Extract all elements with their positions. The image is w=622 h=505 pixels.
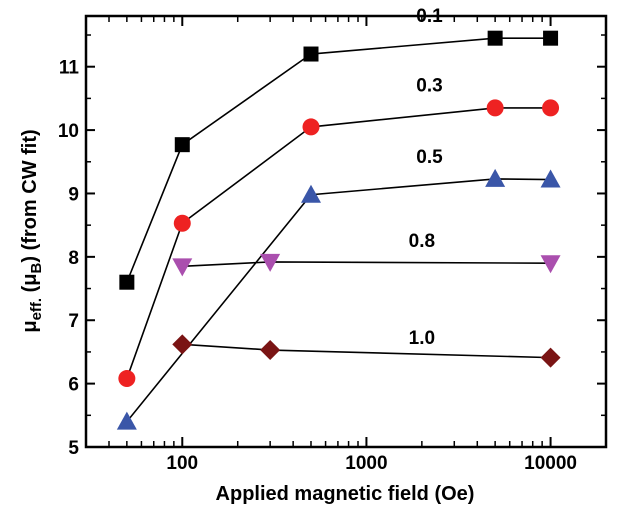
series-line bbox=[182, 261, 551, 268]
data-point bbox=[174, 137, 190, 153]
series-label: 0.8 bbox=[409, 231, 435, 252]
y-tick-label: 6 bbox=[68, 375, 79, 396]
series-0.5: 0.5 bbox=[116, 147, 561, 430]
series-line bbox=[126, 178, 551, 423]
y-axis-title: μeff. (μB) (from CW fit) bbox=[19, 129, 45, 332]
plot-frame bbox=[84, 14, 608, 449]
series-layer: 0.1 0.3 0.5 0.8 1.0 bbox=[116, 6, 561, 430]
data-point bbox=[487, 30, 503, 46]
y-tick-label: 7 bbox=[68, 311, 79, 332]
data-point bbox=[540, 169, 561, 188]
data-point bbox=[542, 99, 560, 117]
x-tick-label: 10000 bbox=[524, 453, 577, 474]
y-tick-label: 9 bbox=[68, 184, 79, 205]
data-point bbox=[173, 214, 191, 232]
data-point bbox=[172, 258, 193, 277]
data-point bbox=[300, 184, 321, 203]
series-line bbox=[126, 107, 551, 379]
data-point bbox=[118, 370, 136, 388]
data-point bbox=[260, 253, 281, 272]
series-label: 0.1 bbox=[416, 6, 443, 27]
series-label: 0.5 bbox=[416, 147, 443, 168]
y-tick-label: 10 bbox=[58, 121, 79, 142]
y-tick-label: 5 bbox=[68, 438, 79, 459]
series-line bbox=[182, 343, 551, 359]
series-label: 0.3 bbox=[416, 76, 442, 97]
data-point bbox=[485, 168, 506, 187]
series-label: 1.0 bbox=[409, 328, 435, 349]
y-tick-label: 11 bbox=[59, 58, 80, 79]
data-point bbox=[540, 255, 561, 274]
data-point bbox=[543, 30, 559, 46]
series-1.0: 1.0 bbox=[172, 328, 561, 368]
series-line bbox=[126, 37, 551, 283]
x-axis-title: Applied magnetic field (Oe) bbox=[216, 483, 475, 505]
data-point bbox=[302, 118, 320, 136]
data-point bbox=[116, 411, 137, 430]
data-point bbox=[540, 347, 561, 368]
data-point bbox=[172, 334, 193, 355]
data-point bbox=[486, 99, 504, 117]
y-tick-label: 8 bbox=[68, 248, 79, 269]
series-0.3: 0.3 bbox=[118, 76, 560, 388]
data-point bbox=[260, 340, 281, 361]
series-0.8: 0.8 bbox=[172, 231, 561, 277]
x-tick-label: 100 bbox=[166, 453, 198, 474]
series-0.1: 0.1 bbox=[119, 6, 559, 290]
axis-ticks: 5 6 7 8 9 10 11 100 1000 10000 bbox=[58, 16, 606, 474]
data-point bbox=[303, 46, 319, 62]
data-point bbox=[119, 274, 135, 290]
x-tick-label: 1000 bbox=[345, 453, 387, 474]
